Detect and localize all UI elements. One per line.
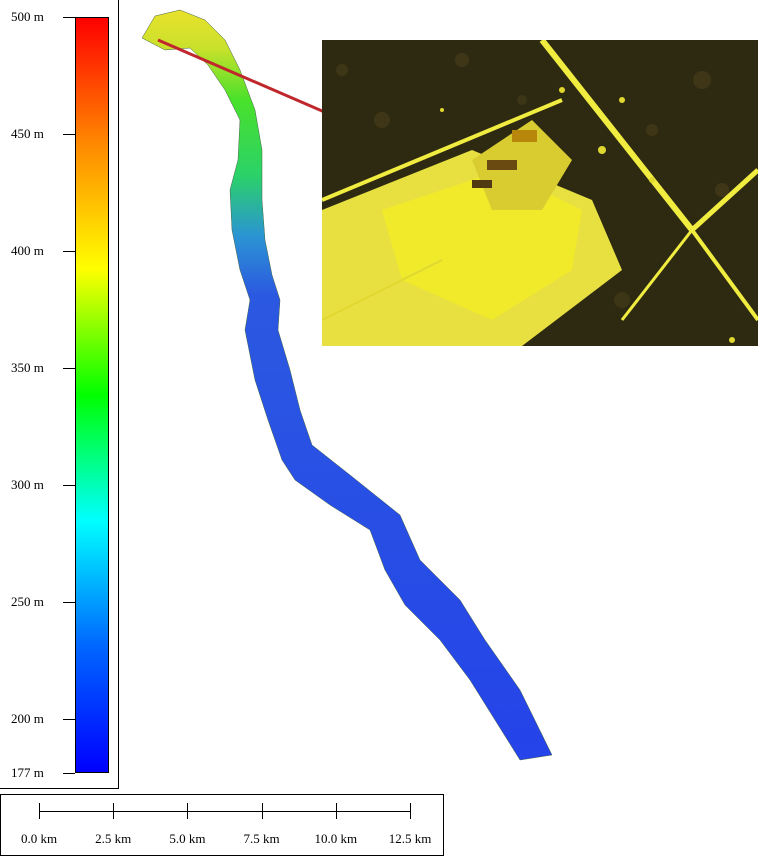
legend-tick-label: 350 m <box>11 360 44 376</box>
scale-bar-tick <box>113 803 115 819</box>
scale-bar-label: 7.5 km <box>243 831 280 846</box>
scale-bar-label: 0.0 km <box>20 831 58 846</box>
scale-bar-label: 12.5 km <box>388 831 432 846</box>
scale-bar-tick <box>39 803 40 819</box>
legend-tick-label: 300 m <box>11 477 44 493</box>
legend-tick <box>63 251 75 253</box>
scale-bar-label: 10.0 km <box>314 831 358 846</box>
legend-tick <box>63 719 75 721</box>
scale-bar-label: 2.5 km <box>95 831 132 846</box>
river-corridor <box>141 9 553 761</box>
legend-tick <box>63 134 75 136</box>
scale-bar-tick <box>187 803 189 819</box>
legend-tick-label: 200 m <box>11 711 44 727</box>
legend-tick <box>63 17 75 18</box>
inset-aerial-image <box>322 40 758 346</box>
legend-tick <box>63 773 75 774</box>
scale-bar-line <box>39 811 410 812</box>
legend-tick-label: 400 m <box>11 243 44 259</box>
elevation-color-ramp <box>75 17 109 773</box>
elevation-legend: 500 m 450 m 400 m 350 m 300 m 250 m 200 m 177 m <box>0 0 119 789</box>
legend-tick-label: 177 m <box>11 765 44 780</box>
legend-tick <box>63 602 75 604</box>
legend-tick <box>63 368 75 370</box>
scale-bar-tick <box>261 803 263 819</box>
scale-bar-tick <box>335 803 337 819</box>
scale-bar: 0.0 km 2.5 km 5.0 km 7.5 km 10.0 km 12.5 km <box>0 794 444 856</box>
legend-tick <box>63 485 75 487</box>
legend-tick-label: 450 m <box>11 126 44 142</box>
scale-bar-label: 5.0 km <box>169 831 206 846</box>
legend-tick-label: 500 m <box>11 9 44 24</box>
scale-bar-tick <box>410 803 411 819</box>
legend-tick-label: 250 m <box>11 594 44 610</box>
